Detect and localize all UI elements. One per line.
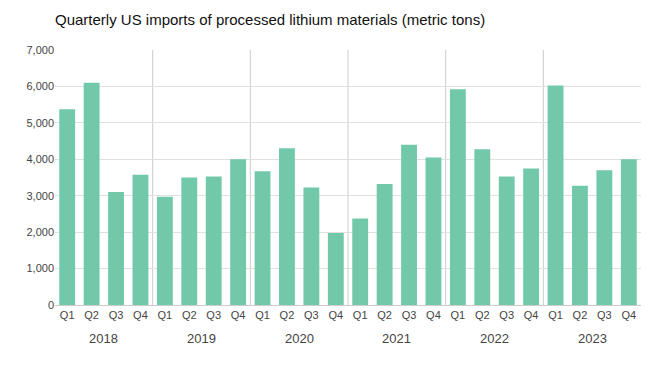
svg-text:3,000: 3,000	[26, 190, 54, 202]
svg-text:Q1: Q1	[60, 309, 75, 321]
svg-text:Q4: Q4	[231, 309, 246, 321]
svg-text:Q3: Q3	[304, 309, 319, 321]
svg-text:Q1: Q1	[255, 309, 270, 321]
svg-text:2021: 2021	[382, 331, 411, 346]
svg-text:2023: 2023	[578, 331, 607, 346]
svg-text:Q1: Q1	[548, 309, 563, 321]
svg-text:Q1: Q1	[451, 309, 466, 321]
svg-text:Q3: Q3	[402, 309, 417, 321]
svg-text:Q2: Q2	[377, 309, 392, 321]
svg-text:2019: 2019	[187, 331, 216, 346]
svg-text:Q4: Q4	[524, 309, 539, 321]
svg-text:Q4: Q4	[621, 309, 636, 321]
svg-text:4,000: 4,000	[26, 153, 54, 165]
svg-text:2022: 2022	[480, 331, 509, 346]
svg-text:Q3: Q3	[499, 309, 514, 321]
svg-text:Q4: Q4	[133, 309, 148, 321]
svg-text:2018: 2018	[89, 331, 118, 346]
svg-text:Q2: Q2	[84, 309, 99, 321]
svg-text:7,000: 7,000	[26, 44, 54, 56]
svg-text:2,000: 2,000	[26, 226, 54, 238]
svg-text:Q2: Q2	[573, 309, 588, 321]
svg-text:Q2: Q2	[182, 309, 197, 321]
svg-text:Q4: Q4	[328, 309, 343, 321]
svg-text:Q2: Q2	[475, 309, 490, 321]
svg-text:1,000: 1,000	[26, 262, 54, 274]
svg-text:6,000: 6,000	[26, 80, 54, 92]
svg-text:Q3: Q3	[206, 309, 221, 321]
svg-text:Q3: Q3	[109, 309, 124, 321]
svg-text:Quarterly US imports of proces: Quarterly US imports of processed lithiu…	[55, 11, 485, 28]
svg-text:Q3: Q3	[597, 309, 612, 321]
svg-text:Q4: Q4	[426, 309, 441, 321]
svg-text:2020: 2020	[285, 331, 314, 346]
svg-text:0: 0	[48, 299, 54, 311]
svg-text:5,000: 5,000	[26, 117, 54, 129]
svg-text:Q2: Q2	[280, 309, 295, 321]
svg-text:Q1: Q1	[158, 309, 173, 321]
svg-text:Q1: Q1	[353, 309, 368, 321]
